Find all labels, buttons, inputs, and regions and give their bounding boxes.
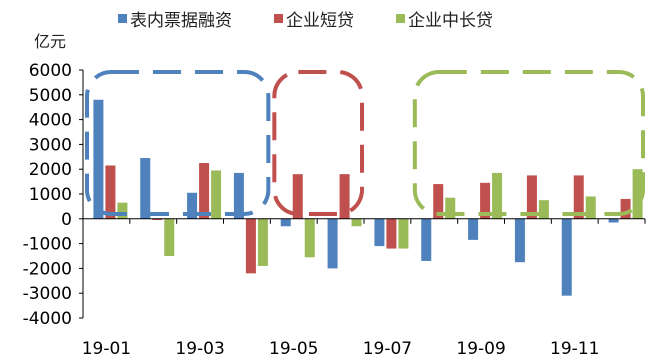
y-tick-label: -3000 xyxy=(23,284,72,304)
annotation-box-bill-financing xyxy=(85,70,271,216)
annotation-box-long-term xyxy=(412,70,646,216)
bar-bill-financing xyxy=(374,218,385,247)
bar-bill-financing xyxy=(327,218,338,269)
bar-bill-financing xyxy=(93,99,104,219)
legend-label-long-term-loans: 企业中长贷 xyxy=(408,11,493,31)
legend-label-bill-financing: 表内票据融资 xyxy=(130,11,232,31)
bar-bill-financing xyxy=(280,218,291,227)
y-tick-label: 6000 xyxy=(29,61,72,81)
y-tick-label: -4000 xyxy=(23,309,72,329)
legend-swatch-short-term-loans xyxy=(274,14,283,23)
x-tick-label: 19-11 xyxy=(550,339,599,359)
y-axis-unit-label: 亿元 xyxy=(34,32,67,51)
legend-swatch-bill-financing xyxy=(118,14,127,23)
bar-bill-financing xyxy=(468,218,479,240)
bar-short-term-loan xyxy=(386,218,397,249)
bar-long-term-loan xyxy=(445,197,456,219)
bar-short-term-loan xyxy=(152,218,163,221)
legend-item-long-term-loans: 企业中长贷 xyxy=(396,6,493,31)
legend-item-short-term-loans: 企业短贷 xyxy=(274,6,354,31)
y-tick-label: -1000 xyxy=(23,235,72,255)
x-tick-label: 19-01 xyxy=(82,339,131,359)
bar-long-term-loan xyxy=(117,202,128,219)
bar-long-term-loan xyxy=(632,169,643,219)
bar-long-term-loan xyxy=(538,200,549,219)
bar-short-term-loan xyxy=(480,182,491,219)
x-tick-label: 19-03 xyxy=(175,339,224,359)
legend-swatch-long-term-loans xyxy=(396,14,405,23)
y-tick-label: 3000 xyxy=(29,135,72,155)
bar-bill-financing xyxy=(561,218,572,296)
y-tick-label: 4000 xyxy=(29,111,72,131)
bar-long-term-loan xyxy=(211,170,222,219)
x-tick-label: 19-07 xyxy=(363,339,412,359)
bar-long-term-loan xyxy=(398,218,409,249)
bar-bill-financing xyxy=(187,192,198,219)
x-tick-label: 19-05 xyxy=(269,339,318,359)
bar-bill-financing xyxy=(608,218,619,223)
bar-long-term-loan xyxy=(257,218,268,266)
chart-legend: 表内票据融资 企业短贷 企业中长贷 xyxy=(118,6,493,31)
y-tick-label: 0 xyxy=(61,210,72,230)
bar-bill-financing xyxy=(514,218,525,263)
bar-long-term-loan xyxy=(304,218,315,258)
bar-short-term-loan xyxy=(292,174,303,219)
bar-short-term-loan xyxy=(245,218,256,274)
y-tick-label: 2000 xyxy=(29,160,72,180)
legend-item-bill-financing: 表内票据融资 xyxy=(118,6,232,31)
bar-long-term-loan xyxy=(164,218,175,256)
bar-bill-financing xyxy=(140,158,151,219)
legend-label-short-term-loans: 企业短贷 xyxy=(286,11,354,31)
bar-short-term-loan xyxy=(199,163,210,219)
bar-short-term-loan xyxy=(526,175,537,219)
bar-long-term-loan xyxy=(492,172,503,219)
x-tick-label: 19-09 xyxy=(456,339,505,359)
bar-short-term-loan xyxy=(105,165,116,219)
bar-short-term-loan xyxy=(620,198,631,219)
y-tick-label: 5000 xyxy=(29,86,72,106)
bar-bill-financing xyxy=(233,172,244,219)
bar-long-term-loan xyxy=(585,196,596,219)
bar-short-term-loan xyxy=(339,174,350,219)
bar-long-term-loan xyxy=(351,218,362,227)
bar-short-term-loan xyxy=(573,175,584,219)
bar-short-term-loan xyxy=(433,184,444,219)
annotation-box-short-term xyxy=(272,70,365,216)
y-tick-label: 1000 xyxy=(29,185,72,205)
y-tick-label: -2000 xyxy=(23,259,72,279)
bar-bill-financing xyxy=(421,218,432,261)
